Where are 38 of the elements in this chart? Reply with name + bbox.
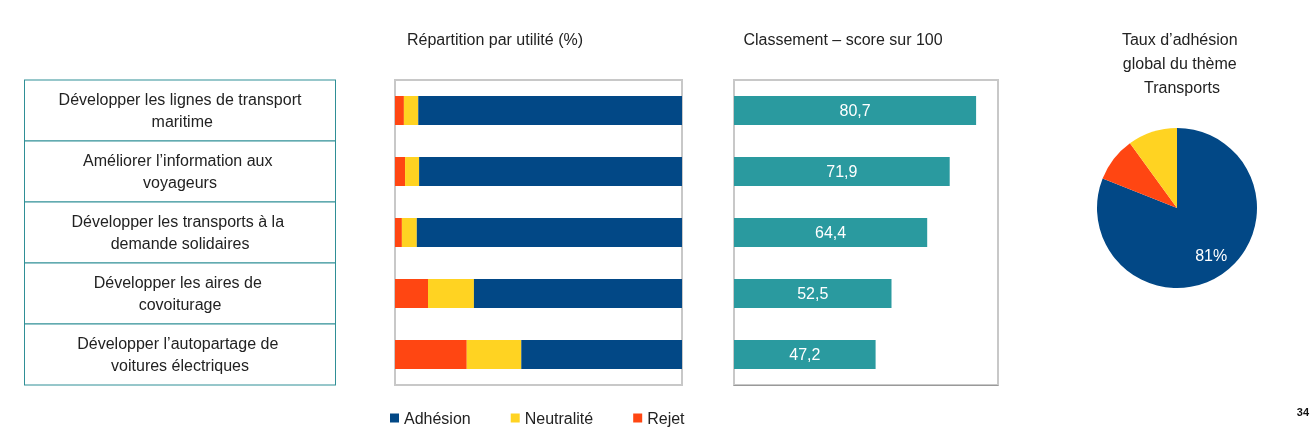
bar xyxy=(734,96,977,125)
bar xyxy=(734,340,876,369)
bar xyxy=(521,340,682,369)
text: 34 xyxy=(1296,405,1310,418)
bar xyxy=(466,340,522,369)
legend-label: Adhésion xyxy=(404,409,471,427)
bar xyxy=(395,96,404,125)
y-tick-label: Développer les transports à la demande solidaires xyxy=(71,213,289,252)
bar xyxy=(734,157,950,186)
data-label: 80,7 xyxy=(839,102,871,119)
bar xyxy=(734,279,892,308)
data-label: 81% xyxy=(1195,247,1228,265)
bar xyxy=(419,157,682,186)
chart-title: Répartition par utilité (%) xyxy=(406,30,584,48)
data-label: 47,2 xyxy=(789,346,821,363)
data-label: 52,5 xyxy=(797,285,829,302)
bar xyxy=(395,279,429,308)
bar xyxy=(416,218,682,247)
bar xyxy=(418,96,682,125)
bar xyxy=(405,157,420,186)
bar xyxy=(395,157,406,186)
bar xyxy=(428,279,474,308)
bar xyxy=(734,218,928,247)
bar xyxy=(403,96,419,125)
data-label: 64,4 xyxy=(815,224,847,241)
chart-title: Taux d’adhésion global du thème Transports xyxy=(1121,30,1243,96)
y-tick-label: Développer l’autopartage de voitures électriques xyxy=(77,335,283,374)
bar xyxy=(473,279,682,308)
y-tick-label: Améliorer l’information aux voyageurs xyxy=(83,152,277,191)
bar xyxy=(395,218,402,247)
legend-label: Neutralité xyxy=(524,409,594,427)
data-label: 71,9 xyxy=(826,163,858,180)
chart-title: Classement – score sur 100 xyxy=(743,30,943,48)
bar xyxy=(401,218,417,247)
legend-label: Rejet xyxy=(647,409,686,427)
y-tick-label: Développer les aires de covoiturage xyxy=(93,274,267,313)
y-tick-label: Développer les lignes de transport maritime xyxy=(58,91,302,130)
bar xyxy=(395,340,467,369)
